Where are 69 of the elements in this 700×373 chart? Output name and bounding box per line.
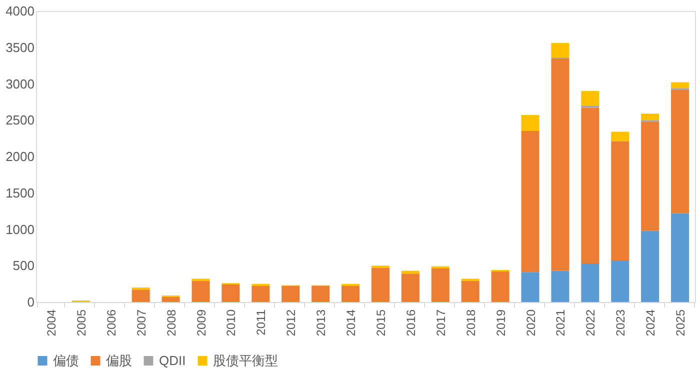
bar xyxy=(401,270,420,274)
x-tick-label: 2013 xyxy=(314,309,328,336)
bar xyxy=(371,268,390,302)
bar xyxy=(282,286,300,302)
bar xyxy=(611,132,630,142)
bar xyxy=(132,290,150,302)
bar xyxy=(431,266,450,269)
bar xyxy=(132,287,150,290)
bar xyxy=(252,286,270,302)
legend-label: 偏股 xyxy=(106,352,132,368)
bar xyxy=(641,122,660,231)
bar xyxy=(521,272,540,302)
x-tick-label: 2006 xyxy=(104,309,118,336)
y-tick-label: 1500 xyxy=(6,185,34,200)
bar xyxy=(671,82,690,88)
x-tick-label: 2005 xyxy=(74,309,88,336)
y-tick-label: 3000 xyxy=(6,76,34,92)
x-tick-label: 2009 xyxy=(194,309,208,336)
x-tick-label: 2012 xyxy=(284,309,298,336)
x-tick-label: 2015 xyxy=(374,309,388,336)
bar xyxy=(551,58,570,271)
bar xyxy=(312,286,330,302)
legend-label: 股债平衡型 xyxy=(213,352,278,368)
bar xyxy=(521,131,540,272)
x-tick-label: 2017 xyxy=(434,309,448,336)
x-tick-label: 2008 xyxy=(164,309,178,336)
x-tick-label: 2007 xyxy=(134,309,148,336)
bar xyxy=(671,90,690,214)
x-tick-label: 2011 xyxy=(254,309,268,336)
x-tick-label: 2004 xyxy=(44,309,58,336)
y-tick-label: 2500 xyxy=(6,112,34,128)
x-tick-label: 2014 xyxy=(344,309,358,336)
bar xyxy=(491,271,510,302)
bar xyxy=(581,91,600,106)
x-tick-label: 2021 xyxy=(554,309,568,336)
bar xyxy=(461,280,480,302)
y-tick-label: 2000 xyxy=(6,149,34,164)
y-tick-label: 500 xyxy=(12,258,34,274)
bar xyxy=(162,296,180,302)
x-tick-label: 2023 xyxy=(614,309,628,336)
bar xyxy=(222,284,240,302)
bar xyxy=(551,43,570,58)
y-tick-label: 1000 xyxy=(6,222,34,237)
x-tick-label: 2025 xyxy=(674,309,688,336)
x-tick-label: 2019 xyxy=(494,309,508,336)
bar xyxy=(611,141,630,261)
bar xyxy=(551,270,570,302)
bar xyxy=(641,114,660,120)
bar xyxy=(401,274,420,302)
bar xyxy=(192,280,210,302)
legend-label: 偏债 xyxy=(53,352,79,368)
y-tick-label: 4000 xyxy=(6,4,34,18)
x-tick-label: 2020 xyxy=(524,309,538,336)
x-tick-label: 2010 xyxy=(224,309,238,336)
bar xyxy=(521,115,540,132)
x-tick-label: 2016 xyxy=(404,309,418,336)
bar xyxy=(581,108,600,264)
y-tick-label: 3500 xyxy=(6,40,34,55)
y-tick-label: 0 xyxy=(27,294,34,310)
bar xyxy=(671,213,690,302)
bar xyxy=(641,230,660,302)
x-tick-label: 2024 xyxy=(644,309,658,336)
legend-label: QDII xyxy=(159,352,186,368)
bar xyxy=(431,268,450,302)
bar xyxy=(581,263,600,302)
x-tick-label: 2018 xyxy=(464,309,478,336)
bar xyxy=(611,260,630,302)
x-tick-label: 2022 xyxy=(584,309,598,336)
bar xyxy=(342,286,360,302)
